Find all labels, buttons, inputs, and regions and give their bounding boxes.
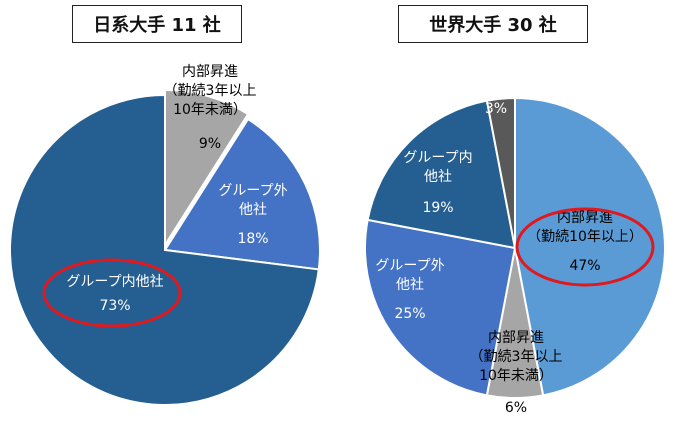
- pie-1-slice-2-label-line-2: 他社: [239, 202, 267, 218]
- pie-1-slice-2-label-line-1: グループ外: [218, 183, 287, 199]
- pie-2-slice-1-label-line-1: 内部昇進: [557, 210, 613, 226]
- pie-1-slice-2: [163, 117, 321, 271]
- pie-1-slice-1-label-line-1: 内部昇進: [182, 64, 238, 80]
- pie-2-slice-4: [366, 99, 517, 250]
- pie-2-slice-5-value: 3%: [485, 101, 507, 117]
- pie-1-slice-1: [164, 88, 250, 249]
- pie-1-slice-3: [9, 93, 320, 406]
- pie-2-slice-2-label-line-3: 10年未満）: [479, 368, 553, 384]
- pie-1-slice-1-value: 9%: [199, 136, 221, 152]
- pie-1-slice-1-label-line-3: 10年未満）: [173, 102, 247, 118]
- pie-2-slice-3-label-line-2: 他社: [396, 277, 424, 293]
- pie-2-slice-3-label-line-1: グループ外: [375, 258, 444, 274]
- pie-chart-2: 内部昇進 （勤続10年以上） 47% 内部昇進 （勤続3年以上 10年未満） 6% グループ外…: [364, 70, 666, 416]
- pie-1-slice-2-value: 18%: [237, 231, 268, 247]
- pie-2-slice-4-label-line-1: グループ内: [403, 150, 472, 166]
- pie-2-slice-4-value: 19%: [422, 200, 453, 216]
- pie-2-slice-4-label-line-2: 他社: [424, 169, 452, 185]
- pie-1-slice-3-value: 73%: [99, 298, 130, 314]
- pie-2-slice-5-label-line-1: 不明: [482, 70, 510, 86]
- pie-1-slice-1-label-line-2: （勤続3年以上: [164, 82, 257, 99]
- pie-1-highlight-ellipse: [42, 258, 182, 328]
- pie-2-slice-1-value: 47%: [569, 258, 600, 274]
- pie-2-slice-2-value: 6%: [505, 400, 527, 416]
- pie-2-slice-3-value: 25%: [394, 306, 425, 322]
- pie-2-slice-1: [514, 96, 666, 397]
- chart-title-japanese-majors: 日系大手 11 社: [72, 5, 242, 43]
- pie-1-slice-3-label-line-1: グループ内他社: [66, 274, 163, 290]
- pie-2-slice-2-label-line-1: 内部昇進: [488, 330, 544, 346]
- chart-title-global-majors: 世界大手 30 社: [398, 5, 588, 43]
- pie-2-slice-2-label-line-2: （勤続3年以上: [470, 348, 563, 365]
- pie-2-slice-5: [485, 96, 516, 249]
- pie-2-slice-3: [364, 218, 517, 397]
- pie-2-slice-1-label-line-2: （勤続10年以上）: [527, 228, 643, 245]
- pie-2-highlight-ellipse: [515, 207, 655, 287]
